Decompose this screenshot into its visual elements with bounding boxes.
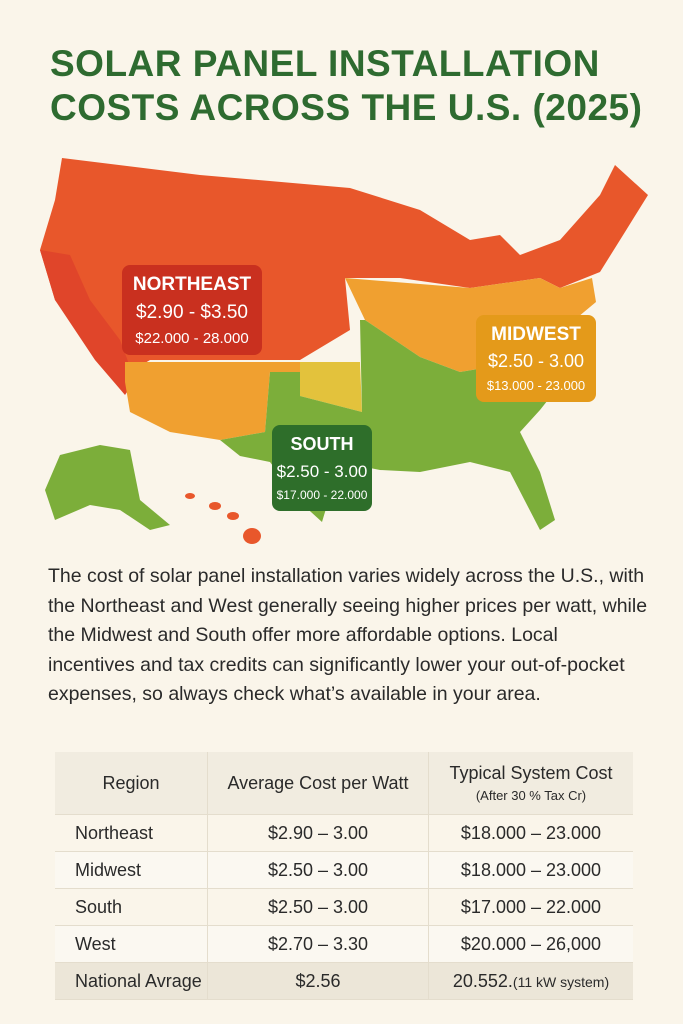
header-note: (After 30 % Tax Cr) — [475, 788, 587, 803]
callout-region: NORTHEAST — [133, 274, 252, 295]
header-row: Region Average Cost per Watt Typical Sys… — [55, 752, 633, 815]
cell: Northeast — [55, 814, 208, 852]
callout-region: SOUTH — [291, 434, 354, 454]
region-hawaii — [243, 528, 261, 544]
header-cell: Average Cost per Watt — [207, 752, 429, 815]
callout-price: $2.50 - 3.00 — [488, 351, 584, 371]
footer-row: National Avrage $2.56 20.552.(11 kW syst… — [55, 962, 633, 1000]
region-california — [40, 250, 135, 395]
cell: West — [55, 925, 208, 963]
cell-text: 20.552. — [452, 970, 513, 991]
us-map: NORTHEAST $2.90 - $3.50 $22.000 - 28.000… — [40, 158, 648, 544]
callout-system: $22.000 - 28.000 — [135, 330, 248, 347]
region-southwest — [125, 362, 300, 440]
table-body: Northeast $2.90 – 3.00 $18.000 – 23.000 Mid… — [55, 814, 633, 963]
table-row: Northeast $2.90 – 3.00 $18.000 – 23.000 — [55, 814, 633, 852]
table-row: South $2.50 – 3.00 $17.000 – 22.000 — [55, 888, 633, 926]
table-row: Midwest $2.50 – 3.00 $18.000 – 23.000 — [55, 851, 633, 889]
cell: $2.50 – 3.00 — [207, 851, 429, 889]
cell-note: (11 kW system) — [512, 973, 610, 990]
description: The cost of solar panel installation var… — [48, 565, 648, 705]
cell: 20.552.(11 kW system) — [428, 962, 633, 1000]
cell: Midwest — [55, 851, 208, 889]
cell: South — [55, 888, 208, 926]
header-cell: Region — [55, 752, 208, 815]
callout-system: $13.000 - 23.000 — [487, 378, 585, 393]
cell: $2.90 – 3.00 — [207, 814, 429, 852]
title-line: COSTS ACROSS THE U.S. (2025) — [50, 87, 643, 128]
cell: $2.50 – 3.00 — [207, 888, 429, 926]
cell: $18.000 – 23.000 — [428, 851, 633, 889]
callout-box — [272, 425, 372, 511]
region-oklahoma — [300, 362, 362, 412]
title-line: SOLAR PANEL INSTALLATION — [50, 43, 600, 84]
cell: $17.000 – 22.000 — [428, 888, 633, 926]
region-hawaii — [227, 512, 239, 520]
cell: $20.000 – 26,000 — [428, 925, 633, 963]
table-row: West $2.70 – 3.30 $20.000 – 26,000 — [55, 925, 633, 963]
callout-box — [476, 315, 596, 402]
header-text: Typical System Cost — [449, 763, 613, 783]
cell: National Avrage — [55, 962, 208, 1000]
callout-box — [122, 265, 262, 355]
cell: $2.56 — [207, 962, 429, 1000]
region-hawaii — [185, 493, 195, 499]
cost-table: Region Average Cost per Watt Typical Sys… — [55, 752, 633, 1000]
header-cell: Typical System Cost (After 30 % Tax Cr) — [428, 752, 633, 815]
cell: $18.000 – 23.000 — [428, 814, 633, 852]
callout-system: $17.000 - 22.000 — [277, 488, 368, 502]
region-alaska — [45, 445, 170, 530]
callout-price: $2.50 - 3.00 — [277, 462, 368, 481]
region-hawaii — [209, 502, 221, 510]
callout-region: MIDWEST — [491, 324, 581, 345]
title: SOLAR PANEL INSTALLATION COSTS ACROSS TH… — [50, 42, 670, 130]
cell: $2.70 – 3.30 — [207, 925, 429, 963]
callout-price: $2.90 - $3.50 — [136, 302, 248, 323]
